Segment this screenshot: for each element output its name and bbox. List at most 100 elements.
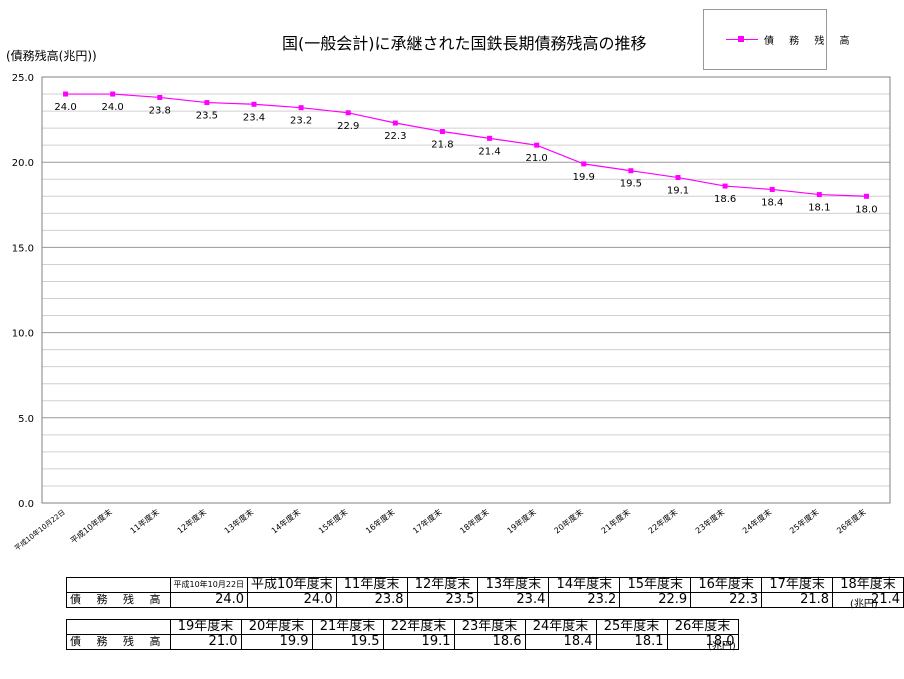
table-value-cell: 21.4 — [832, 592, 904, 608]
x-tick-label: 25年度末 — [787, 507, 820, 536]
data-label: 23.8 — [149, 105, 171, 116]
data-point — [628, 168, 634, 174]
data-label: 22.3 — [384, 131, 406, 142]
table-header-cell: 20年度末 — [240, 619, 313, 635]
chart-title: 国(一般会計)に承継された国鉄長期債務残高の推移 — [282, 34, 647, 53]
x-tick-label: 11年度末 — [128, 507, 161, 536]
data-label: 18.0 — [855, 204, 877, 215]
table-value-cell: 23.5 — [406, 592, 479, 608]
x-tick-label: 24年度末 — [740, 507, 773, 536]
data-label: 21.8 — [431, 140, 453, 151]
table-value-cell: 19.1 — [382, 634, 455, 650]
table-header-cell: 16年度末 — [690, 577, 763, 593]
data-point — [392, 120, 398, 126]
table-row-label: 債 務 残 高 — [66, 592, 171, 608]
table-header-cell: 23年度末 — [453, 619, 526, 635]
table-header-cell: 24年度末 — [524, 619, 597, 635]
data-label: 18.6 — [714, 194, 736, 205]
table-header-cell: 11年度末 — [335, 577, 408, 593]
legend-label: 債 務 残 高 — [764, 36, 856, 47]
table-header-cell: 13年度末 — [477, 577, 550, 593]
y-tick-label: 15.0 — [12, 243, 34, 254]
table-header-cell: 平成10年度末 — [247, 577, 337, 593]
data-point — [345, 110, 351, 116]
table-value-cell: 18.4 — [524, 634, 597, 650]
table-value-cell: 23.4 — [477, 592, 550, 608]
table-header-row: 19年度末 20年度末 21年度末 22年度末 23年度末 24年度末 25年度末 26年度末 — [66, 619, 739, 635]
data-point — [722, 183, 728, 189]
table-row: 債 務 残 高 24.0 24.0 23.8 23.5 23.4 23.2 22.9 22.3… — [66, 592, 904, 608]
data-label: 24.0 — [54, 102, 76, 113]
table-header-cell: 12年度末 — [406, 577, 479, 593]
y-tick-label: 20.0 — [12, 158, 34, 169]
x-tick-label: 15年度末 — [316, 507, 349, 536]
series-line — [65, 93, 867, 197]
data-point — [487, 135, 493, 141]
legend-marker-swatch — [738, 36, 744, 42]
data-point — [675, 175, 681, 181]
line-chart: 0.0 5.0 10.0 15.0 20.0 25.0 平成10年10月22日 平成10年度末… — [12, 73, 891, 553]
x-tick-label: 26年度末 — [835, 507, 868, 536]
table-row: 債 務 残 高 21.0 19.9 19.5 19.1 18.6 18.4 18.1 18.0 — [66, 634, 739, 650]
x-tick-label: 平成10年度末 — [68, 507, 114, 546]
data-point — [439, 129, 445, 135]
plot-area — [41, 76, 891, 504]
data-label: 21.4 — [478, 146, 500, 157]
legend: 債 務 残 高 — [703, 9, 850, 70]
data-point — [63, 91, 69, 97]
data-point — [769, 186, 775, 192]
x-tick-label: 22年度末 — [646, 507, 679, 536]
data-point — [298, 105, 304, 111]
table-header-cell: 25年度末 — [595, 619, 668, 635]
table-value-cell: 23.2 — [548, 592, 621, 608]
data-point — [816, 192, 822, 198]
data-label: 21.0 — [526, 153, 548, 164]
data-label: 19.1 — [667, 186, 689, 197]
data-point — [581, 161, 587, 167]
data-label: 23.4 — [243, 112, 265, 123]
x-tick-label: 17年度末 — [411, 507, 444, 536]
table-header-cell: 19年度末 — [169, 619, 242, 635]
table-value-cell: 18.0 — [666, 634, 739, 650]
table-value-cell: 23.8 — [335, 592, 408, 608]
table-value-cell: 18.1 — [595, 634, 668, 650]
data-table-2: 19年度末 20年度末 21年度末 22年度末 23年度末 24年度末 25年度末 26年度末… — [66, 619, 739, 650]
data-label: 22.9 — [337, 121, 359, 132]
y-axis-unit-label: (債務残高(兆円)) — [6, 49, 97, 63]
y-tick-label: 5.0 — [18, 414, 34, 425]
x-tick-label: 16年度末 — [363, 507, 396, 536]
data-label: 23.2 — [290, 116, 312, 127]
table-unit-label: (兆円) — [850, 599, 878, 610]
table-value-cell: 19.5 — [311, 634, 384, 650]
table-header-cell: 14年度末 — [548, 577, 621, 593]
table-corner-cell — [66, 619, 171, 635]
data-label: 23.5 — [196, 111, 218, 122]
table-value-cell: 21.0 — [169, 634, 242, 650]
table-value-cell: 22.3 — [690, 592, 763, 608]
table-value-cell: 22.9 — [619, 592, 692, 608]
x-tick-label: 19年度末 — [505, 507, 538, 536]
x-tick-label: 21年度末 — [599, 507, 632, 536]
data-label: 24.0 — [102, 102, 124, 113]
x-tick-label: 23年度末 — [693, 507, 726, 536]
y-tick-label: 0.0 — [18, 499, 34, 510]
x-tick-label: 18年度末 — [458, 507, 491, 536]
table-corner-cell — [66, 577, 171, 593]
data-point — [157, 94, 163, 100]
data-label: 19.9 — [573, 172, 595, 183]
data-point — [251, 101, 257, 107]
table-header-cell: 21年度末 — [311, 619, 384, 635]
table-header-row: 平成10年10月22日 平成10年度末 11年度末 12年度末 13年度末 14年度末 15… — [66, 577, 904, 593]
table-value-cell: 24.0 — [169, 592, 249, 608]
x-tick-label: 平成10年10月22日 — [13, 507, 67, 552]
x-tick-label: 14年度末 — [269, 507, 302, 536]
table-value-cell: 24.0 — [247, 592, 337, 608]
table-header-cell: 18年度末 — [832, 577, 904, 593]
y-tick-label: 25.0 — [12, 73, 34, 84]
data-point — [204, 100, 210, 106]
x-tick-label: 13年度末 — [222, 507, 255, 536]
table-header-cell: 15年度末 — [619, 577, 692, 593]
data-label: 18.1 — [808, 203, 830, 214]
table-header-cell: 17年度末 — [761, 577, 834, 593]
table-unit-label: (兆円) — [708, 641, 736, 652]
